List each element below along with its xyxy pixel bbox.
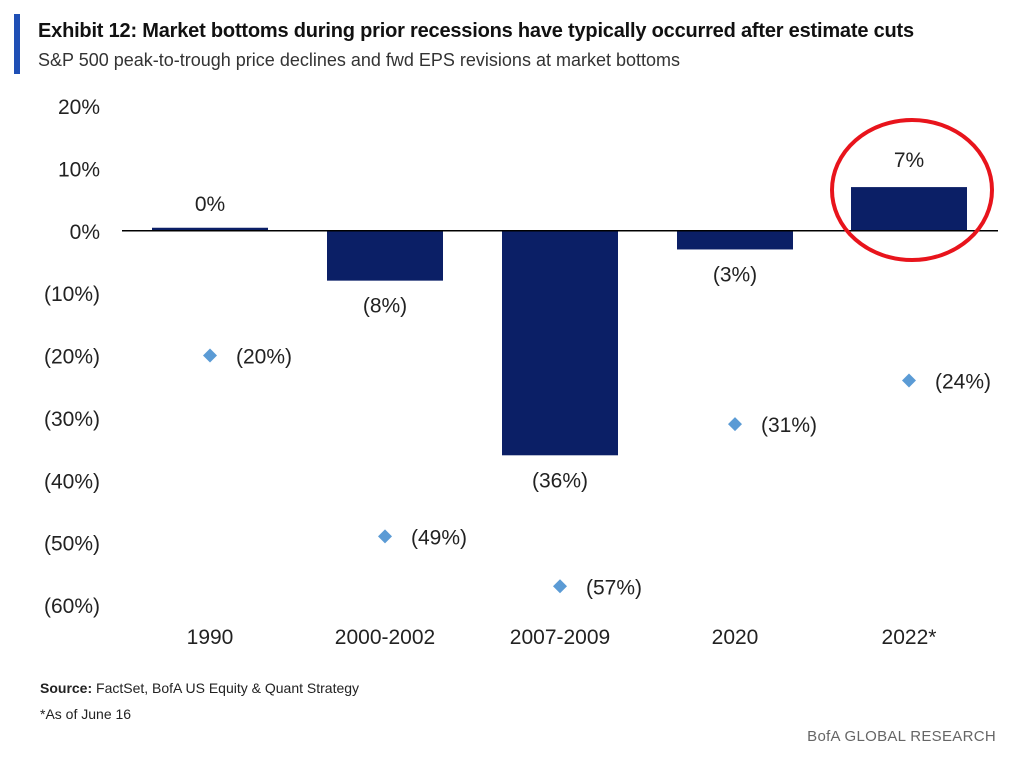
- chart-subtitle: S&P 500 peak-to-trough price declines an…: [38, 50, 680, 70]
- bar: [327, 230, 443, 281]
- source-note: Source: FactSet, BofA US Equity & Quant …: [40, 680, 359, 696]
- y-tick-label: (20%): [44, 346, 100, 369]
- bar-value-label: (36%): [532, 469, 588, 492]
- x-category-label: 2022*: [882, 626, 937, 649]
- eps-revision-marker: [203, 348, 217, 363]
- brand-label: BofA GLOBAL RESEARCH: [807, 728, 996, 745]
- chart-title: Exhibit 12: Market bottoms during prior …: [38, 20, 914, 42]
- bar: [152, 227, 268, 231]
- bar-value-label: (3%): [713, 263, 757, 286]
- eps-revision-label: (20%): [236, 346, 292, 369]
- eps-revision-label: (57%): [586, 576, 642, 599]
- bar: [677, 230, 793, 250]
- y-tick-label: (50%): [44, 533, 100, 556]
- x-category-label: 1990: [187, 626, 234, 649]
- title-accent-bar: [14, 14, 20, 74]
- eps-revision-marker: [378, 529, 392, 544]
- bar-value-label: (8%): [363, 295, 407, 318]
- y-tick-label: (30%): [44, 408, 100, 431]
- eps-revision-marker: [902, 373, 916, 388]
- y-tick-label: 20%: [58, 96, 100, 119]
- x-category-label: 2007-2009: [510, 626, 610, 649]
- bar-value-label: 0%: [195, 193, 225, 216]
- x-category-label: 2020: [712, 626, 759, 649]
- eps-revision-label: (49%): [411, 526, 467, 549]
- eps-revision-marker: [728, 417, 742, 432]
- x-category-label: 2000-2002: [335, 626, 435, 649]
- y-tick-label: 0%: [70, 221, 100, 244]
- bar: [502, 230, 618, 456]
- y-tick-label: 10%: [58, 158, 100, 181]
- eps-revision-label: (24%): [935, 370, 991, 393]
- eps-revision-label: (31%): [761, 414, 817, 437]
- bar-value-label: 7%: [894, 149, 924, 172]
- bar: [851, 187, 967, 231]
- highlight-circle: [830, 118, 994, 262]
- source-label: Source:: [40, 680, 93, 696]
- y-tick-label: (40%): [44, 470, 100, 493]
- footnote: *As of June 16: [40, 706, 132, 722]
- eps-revision-marker: [553, 579, 567, 594]
- y-tick-label: (10%): [44, 283, 100, 306]
- source-text: FactSet, BofA US Equity & Quant Strategy: [96, 680, 360, 696]
- y-tick-label: (60%): [44, 595, 100, 618]
